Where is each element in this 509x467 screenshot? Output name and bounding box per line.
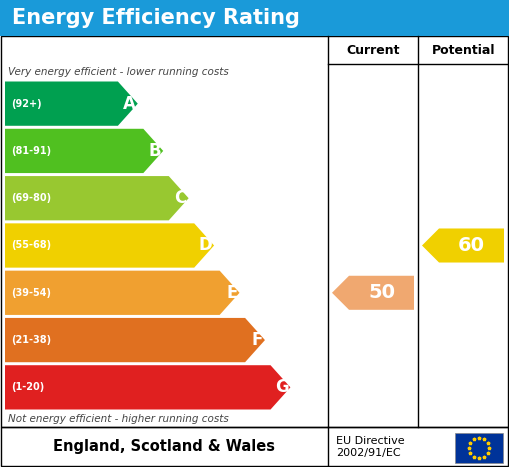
Text: Energy Efficiency Rating: Energy Efficiency Rating	[12, 8, 300, 28]
Text: Potential: Potential	[432, 43, 495, 57]
Polygon shape	[422, 228, 504, 262]
Polygon shape	[5, 129, 163, 173]
Bar	[1, 427, 508, 466]
Text: England, Scotland & Wales: England, Scotland & Wales	[53, 439, 275, 454]
Polygon shape	[5, 365, 291, 410]
Text: C: C	[175, 189, 187, 207]
Text: EU Directive
2002/91/EC: EU Directive 2002/91/EC	[336, 436, 405, 458]
Text: F: F	[251, 331, 263, 349]
Text: (55-68): (55-68)	[11, 241, 51, 250]
Text: (81-91): (81-91)	[11, 146, 51, 156]
Text: (69-80): (69-80)	[11, 193, 51, 203]
Polygon shape	[5, 82, 138, 126]
Polygon shape	[5, 223, 214, 268]
Text: D: D	[199, 236, 212, 255]
Text: 50: 50	[368, 283, 395, 302]
Text: (92+): (92+)	[11, 99, 42, 109]
Bar	[0, 427, 509, 467]
Text: Not energy efficient - higher running costs: Not energy efficient - higher running co…	[8, 414, 229, 424]
Polygon shape	[5, 176, 189, 220]
Text: G: G	[275, 378, 289, 396]
Text: (39-54): (39-54)	[11, 288, 51, 298]
Text: A: A	[123, 95, 136, 113]
Bar	[455, 433, 503, 463]
Polygon shape	[5, 318, 265, 362]
Polygon shape	[5, 271, 240, 315]
Bar	[0, 0, 509, 36]
Polygon shape	[332, 276, 414, 310]
Text: B: B	[149, 142, 161, 160]
Text: Very energy efficient - lower running costs: Very energy efficient - lower running co…	[8, 67, 229, 77]
Text: E: E	[226, 284, 238, 302]
Bar	[1, 36, 508, 427]
Text: (21-38): (21-38)	[11, 335, 51, 345]
Text: 60: 60	[458, 236, 485, 255]
Text: Current: Current	[346, 43, 400, 57]
Text: (1-20): (1-20)	[11, 382, 44, 392]
